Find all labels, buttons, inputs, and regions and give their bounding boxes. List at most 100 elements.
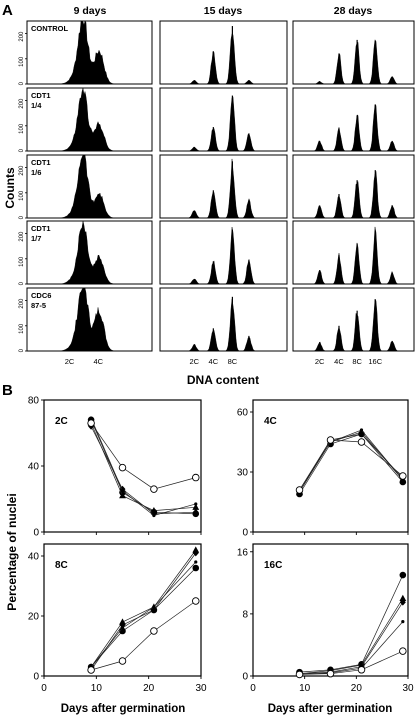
- data-point-small-dot: [89, 416, 93, 420]
- histogram-frame: [292, 220, 415, 285]
- histogram-frame: [292, 87, 415, 152]
- x-tick-label: 20: [351, 683, 363, 694]
- data-point-small-dot: [120, 489, 125, 493]
- series-line-small-dot: [299, 621, 404, 675]
- histogram-area: [27, 287, 152, 352]
- data-point-small-dot: [120, 626, 125, 630]
- x-tick-label: 0: [250, 683, 256, 694]
- series-line-filled-circle: [299, 433, 404, 495]
- data-point-open-circle: [192, 597, 200, 605]
- data-point-filled-circle: [399, 571, 407, 579]
- histogram-frame: [159, 220, 288, 285]
- y-tick-label: 200: [19, 231, 25, 242]
- data-point-filled-triangle: [192, 546, 200, 553]
- col-title-15-days: 15 days: [204, 5, 243, 17]
- x-tick-label: 20: [143, 683, 155, 694]
- panel-b-line-charts: 2C 0 40 80 4C 0 30 60 8C 0 20 40 0 10 20 30 16C 0 8 16 0 10 20…: [28, 396, 414, 695]
- x-tick-label: 2C: [65, 357, 75, 366]
- x-tick-label: 2C: [189, 357, 199, 366]
- y-tick-label: 16: [237, 547, 249, 558]
- histogram-area: [160, 226, 287, 285]
- row-label: 1/6: [31, 168, 41, 177]
- series-line-filled-circle: [299, 574, 404, 673]
- y-tick-label: 0: [19, 348, 25, 352]
- y-tick-label: 200: [19, 298, 25, 309]
- histogram-area: [160, 33, 287, 85]
- x-tick-label: 4C: [93, 357, 103, 366]
- x-tick-label: 16C: [368, 357, 382, 366]
- y-tick-label: 0: [33, 672, 39, 683]
- data-point-open-circle: [399, 472, 407, 480]
- y-tick-label: 20: [28, 612, 40, 623]
- row-label: CDT1: [31, 91, 51, 100]
- y-tick-label: 0: [242, 672, 248, 683]
- data-point-filled-circle: [119, 627, 126, 635]
- data-point-filled-diamond: [358, 430, 365, 438]
- panel-b-xlabel-right: Days after germination: [268, 703, 393, 715]
- series-line-filled-circle: [90, 419, 196, 515]
- data-point-open-circle: [150, 485, 158, 493]
- data-point-small-dot: [194, 502, 198, 506]
- histogram-frame: [292, 154, 415, 219]
- data-point-open-circle: [192, 473, 200, 482]
- y-tick-label: 200: [19, 31, 25, 42]
- row-label: CONTROL: [31, 24, 68, 33]
- col-title-9-days: 9 days: [74, 5, 107, 17]
- data-point-filled-triangle: [192, 503, 200, 510]
- histogram-area: [27, 87, 152, 152]
- panel-b-ylabel: Percentage of nuclei: [5, 493, 19, 610]
- histogram-area: [160, 96, 287, 152]
- data-point-open-circle: [399, 647, 407, 655]
- data-point-open-circle: [326, 669, 335, 678]
- line-chart-frame: [43, 543, 202, 677]
- data-point-small-dot: [152, 513, 156, 518]
- series-line-filled-diamond: [299, 602, 404, 675]
- series-line-filled-triangle: [90, 549, 197, 668]
- y-tick-label: 80: [28, 396, 40, 407]
- panel-b-xlabel-left: Days after germination: [61, 703, 186, 715]
- data-point-filled-diamond: [192, 508, 199, 516]
- row-label: 87-5: [31, 301, 46, 310]
- histogram-area: [293, 39, 414, 85]
- line-chart-panel-label: 2C: [55, 416, 68, 427]
- y-tick-label: 0: [242, 528, 248, 539]
- x-tick-label: 4C: [334, 357, 344, 366]
- y-tick-label: 100: [19, 190, 25, 201]
- series-line-filled-circle: [90, 567, 197, 668]
- series-line-filled-triangle: [299, 598, 404, 675]
- y-tick-label: 100: [19, 256, 25, 267]
- x-tick-label: 8C: [228, 357, 238, 366]
- y-tick-label: 0: [33, 528, 39, 539]
- y-tick-label: 100: [19, 123, 25, 134]
- y-tick-label: 40: [28, 552, 40, 563]
- histogram-frame: [292, 287, 415, 352]
- row-label: CDT1: [31, 224, 51, 233]
- series-line-open-circle: [299, 439, 404, 491]
- series-line-filled-diamond: [90, 426, 196, 515]
- col-title-28-days: 28 days: [334, 5, 373, 17]
- y-tick-label: 8: [242, 609, 248, 620]
- data-point-open-circle: [295, 486, 304, 494]
- data-point-filled-triangle: [399, 594, 407, 601]
- panel-b-letter: B: [2, 382, 13, 399]
- series-line-open-circle: [90, 422, 196, 490]
- data-point-filled-triangle: [119, 618, 126, 625]
- series-line-filled-triangle: [90, 422, 196, 511]
- y-tick-label: 30: [237, 468, 249, 479]
- data-point-small-dot: [401, 620, 405, 624]
- histogram-frame: [159, 154, 288, 219]
- histogram-frame: [159, 20, 288, 85]
- data-point-open-circle: [118, 657, 127, 665]
- data-point-open-circle: [295, 670, 304, 679]
- data-point-open-circle: [87, 666, 95, 674]
- histogram-area: [160, 299, 287, 352]
- data-point-filled-triangle: [119, 492, 126, 499]
- data-point-small-dot: [152, 605, 156, 609]
- series-line-filled-diamond: [90, 552, 197, 671]
- line-chart-panel-label: 16C: [264, 560, 282, 571]
- histogram-frame: [159, 287, 288, 352]
- panel-a-ylabel: Counts: [3, 167, 17, 209]
- histogram-frame: [292, 20, 415, 85]
- data-point-open-circle: [326, 436, 335, 444]
